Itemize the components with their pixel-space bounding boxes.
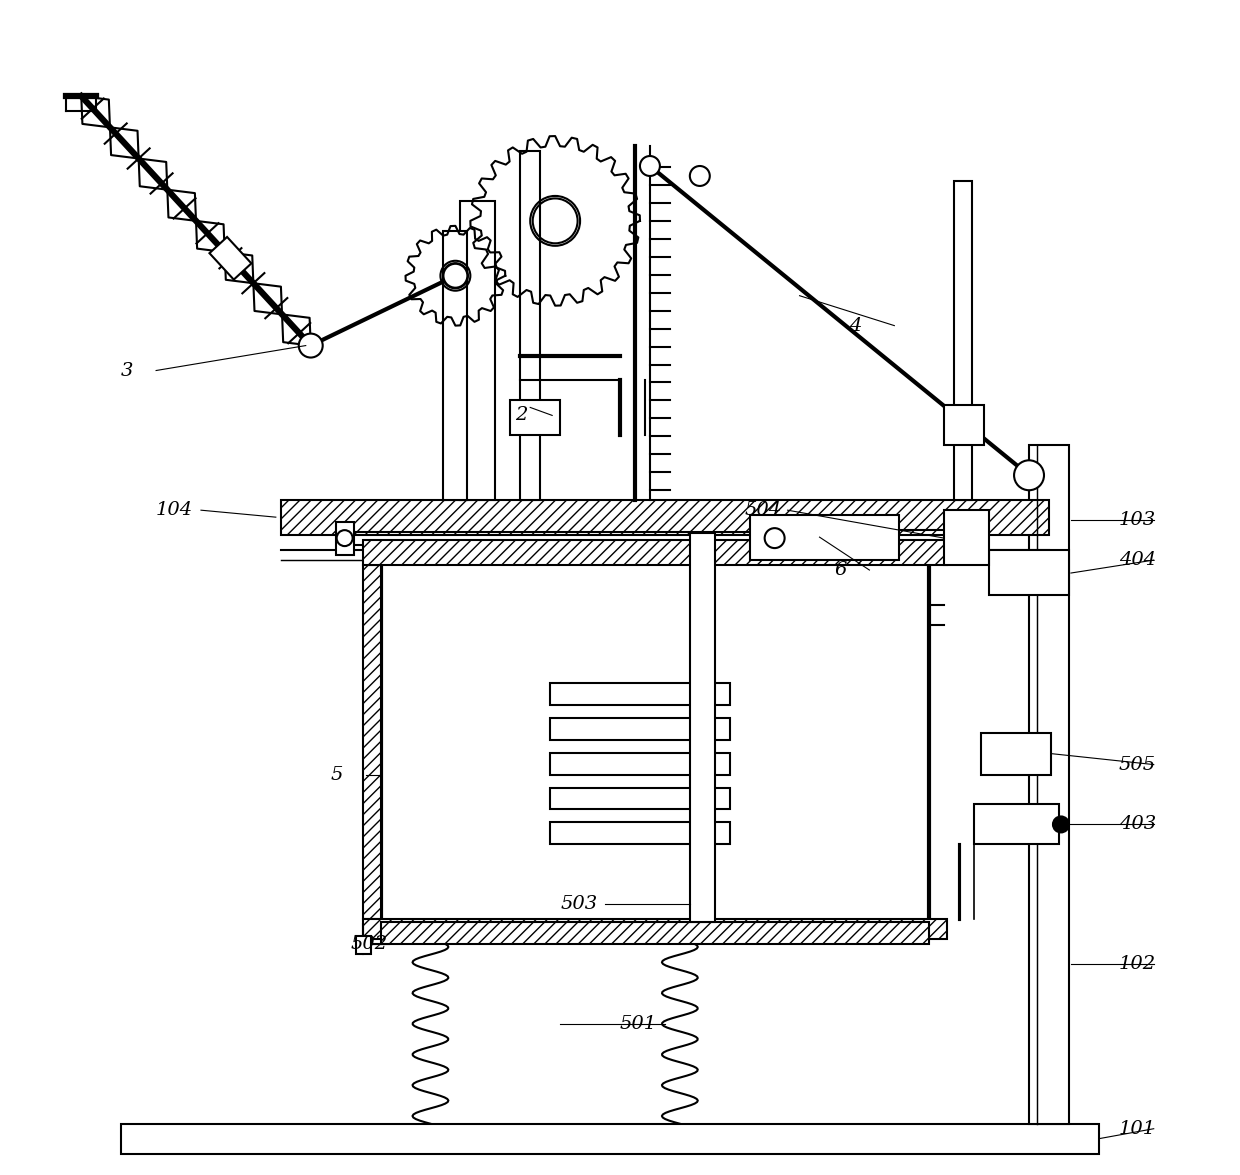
Circle shape bbox=[689, 166, 709, 186]
Bar bbox=[955, 181, 972, 501]
Bar bbox=[336, 522, 353, 555]
Bar bbox=[990, 550, 1069, 595]
Bar bbox=[444, 230, 467, 501]
Text: 6: 6 bbox=[835, 560, 847, 579]
Text: 404: 404 bbox=[1118, 551, 1156, 569]
Circle shape bbox=[1014, 461, 1044, 490]
Bar bbox=[521, 152, 541, 501]
Circle shape bbox=[765, 528, 785, 548]
Text: 502: 502 bbox=[351, 935, 388, 953]
Bar bbox=[356, 936, 371, 954]
Circle shape bbox=[299, 334, 322, 357]
Bar bbox=[122, 1123, 1099, 1154]
Text: 3: 3 bbox=[122, 362, 134, 380]
Circle shape bbox=[1053, 817, 1069, 832]
Bar bbox=[551, 753, 729, 774]
Text: 2: 2 bbox=[516, 407, 528, 424]
Text: 505: 505 bbox=[1118, 756, 1156, 773]
Bar bbox=[511, 401, 560, 436]
Bar bbox=[750, 515, 899, 560]
Circle shape bbox=[337, 530, 352, 546]
Text: 403: 403 bbox=[1118, 815, 1156, 833]
Bar bbox=[381, 922, 929, 945]
Bar bbox=[551, 822, 729, 845]
Text: 101: 101 bbox=[1118, 1120, 1156, 1137]
Bar bbox=[362, 565, 381, 919]
Bar bbox=[975, 805, 1059, 845]
Text: 104: 104 bbox=[156, 502, 193, 519]
Bar bbox=[460, 201, 495, 501]
Bar bbox=[1029, 445, 1069, 1123]
Bar bbox=[551, 718, 729, 739]
Bar bbox=[981, 733, 1052, 774]
Text: 103: 103 bbox=[1118, 511, 1156, 529]
Polygon shape bbox=[210, 237, 252, 280]
Text: 504: 504 bbox=[745, 502, 782, 519]
Bar bbox=[689, 533, 714, 922]
Circle shape bbox=[444, 263, 467, 288]
Text: 102: 102 bbox=[1118, 955, 1156, 973]
Bar bbox=[362, 540, 947, 565]
Circle shape bbox=[640, 156, 660, 176]
Bar bbox=[944, 510, 990, 565]
Text: 503: 503 bbox=[560, 895, 598, 913]
Text: 4: 4 bbox=[849, 316, 862, 335]
Bar bbox=[362, 919, 947, 939]
Bar bbox=[280, 501, 1049, 535]
Text: 501: 501 bbox=[620, 1015, 657, 1033]
Bar bbox=[944, 405, 985, 445]
Bar bbox=[551, 683, 729, 705]
Bar bbox=[551, 787, 729, 810]
Text: 5: 5 bbox=[331, 766, 343, 784]
